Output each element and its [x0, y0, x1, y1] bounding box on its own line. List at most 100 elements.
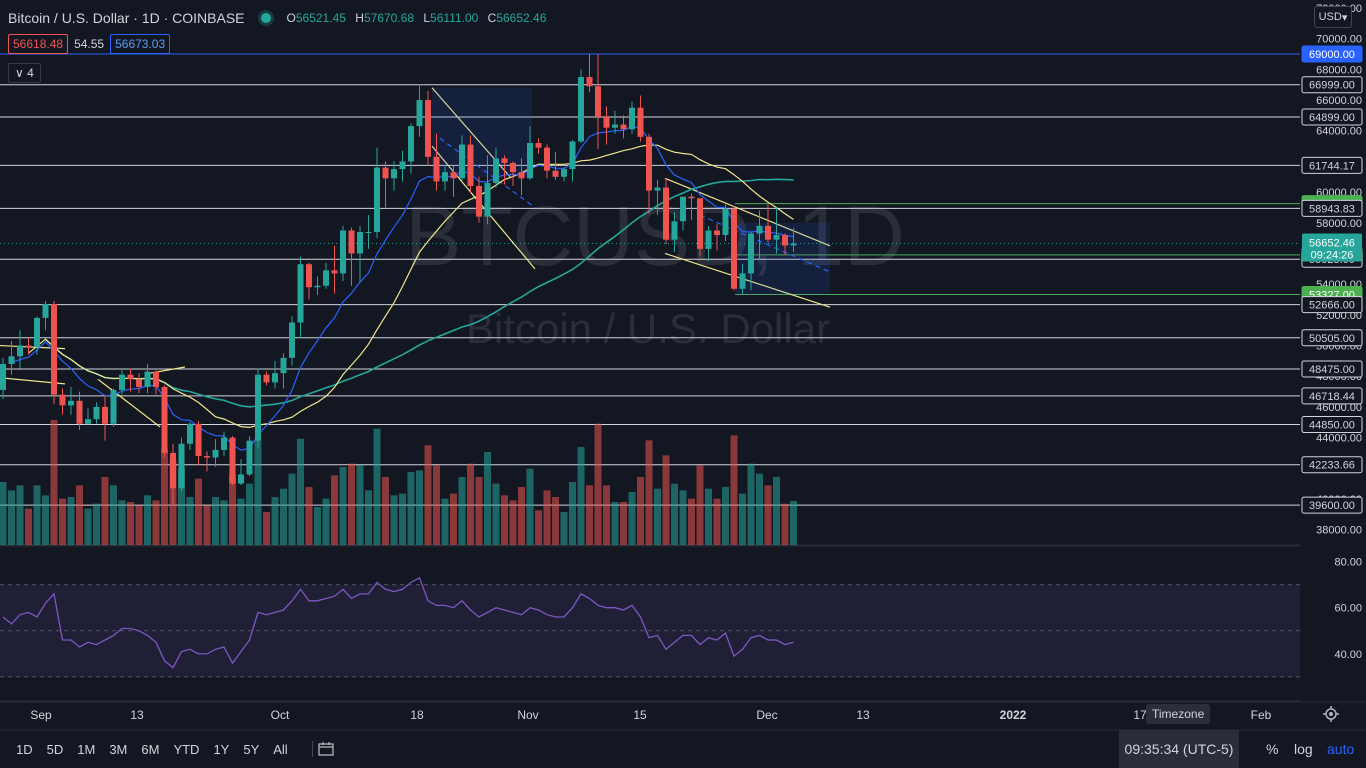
candle-body — [0, 363, 6, 391]
candle-body — [425, 100, 431, 157]
volume-bar — [16, 485, 24, 545]
volume-bar — [492, 483, 500, 545]
candle-body — [450, 172, 457, 179]
volume-bar — [501, 495, 508, 545]
current-price-label: 56652.46 — [1309, 237, 1355, 249]
volume-bar — [288, 473, 296, 545]
candle-body — [17, 345, 23, 357]
volume-bar — [722, 487, 729, 545]
candle-body — [238, 474, 244, 484]
chevron-down-icon: ▾ — [1341, 11, 1348, 24]
rsi-tick-label: 40.00 — [1334, 649, 1362, 661]
time-tick-label: 17 — [1133, 708, 1147, 722]
volume-bar — [535, 510, 542, 545]
level-price-label: 69000.00 — [1309, 49, 1355, 61]
indicators-toggle[interactable]: ∨ 4 — [8, 63, 41, 83]
horizontal-levels — [0, 53, 1300, 506]
candle-body — [297, 264, 304, 323]
volume-bar — [441, 498, 449, 545]
range-3m[interactable]: 3M — [109, 741, 128, 757]
volume-bar — [76, 485, 83, 545]
volume-bar — [33, 485, 41, 545]
level-price-box — [1301, 456, 1363, 474]
timezone-clock[interactable]: 09:35:34 (UTC-5) — [1119, 730, 1239, 768]
range-1m[interactable]: 1M — [77, 741, 96, 757]
level-price-label: 39600.00 — [1309, 500, 1355, 512]
candle-body — [314, 285, 321, 288]
range-5y[interactable]: 5Y — [243, 741, 260, 757]
volume-bar — [747, 463, 755, 545]
volume-bar — [594, 423, 602, 545]
currency-selector[interactable]: USD ▾ — [1314, 6, 1352, 28]
candle-body — [229, 437, 236, 484]
volume-bar — [84, 508, 92, 545]
range-1y[interactable]: 1Y — [213, 741, 230, 757]
symbol-header[interactable]: Bitcoin / U.S. Dollar · 1D · COINBASE O5… — [8, 8, 552, 28]
candle-body — [569, 141, 576, 170]
spread-value: 54.55 — [74, 37, 105, 51]
price-tick-label: 70000.00 — [1316, 34, 1362, 46]
candle-body — [280, 357, 287, 374]
sell-price-button[interactable]: 56618.48 — [8, 34, 69, 54]
candle-body — [654, 187, 661, 191]
volume-bar — [475, 477, 483, 545]
volume-bar — [8, 490, 15, 545]
volume-bar — [458, 477, 466, 545]
candle-body — [544, 147, 550, 171]
range-all[interactable]: All — [273, 741, 288, 757]
candle-body — [59, 394, 66, 406]
volume-bar — [569, 482, 576, 545]
candle-body — [790, 243, 797, 246]
open-value: 56521.45 — [295, 11, 346, 25]
level-price-box — [1301, 45, 1363, 63]
volume-bars — [0, 420, 797, 545]
level-price-label: 48475.00 — [1309, 364, 1355, 376]
candle-body — [782, 235, 788, 246]
volume-bar — [543, 490, 551, 545]
auto-scale-toggle[interactable]: auto — [1327, 741, 1355, 757]
settings-gear-icon[interactable] — [1322, 705, 1340, 723]
log-scale-toggle[interactable]: log — [1294, 741, 1313, 757]
volume-bar — [688, 498, 695, 545]
time-tick-label: Nov — [517, 708, 538, 722]
candle-body — [289, 322, 295, 358]
buy-price-button[interactable]: 56673.03 — [110, 34, 171, 54]
ohlc-values: O56521.45 H57670.68 L56111.00 C56652.46 — [286, 11, 547, 25]
volume-bar — [654, 488, 661, 545]
price-axis[interactable]: 72000.0070000.0068000.0066000.0064000.00… — [1300, 0, 1366, 730]
volume-bar — [195, 478, 202, 545]
range-ytd[interactable]: YTD — [173, 741, 200, 757]
bid-ask-row: 56618.48 54.55 56673.03 — [8, 34, 171, 54]
candle-body — [408, 126, 414, 162]
level-price-box — [1301, 360, 1363, 378]
volume-bar — [730, 435, 738, 545]
volume-bar — [127, 502, 134, 545]
volume-bar — [628, 492, 636, 545]
candle-body — [144, 371, 151, 387]
candle-body — [671, 221, 678, 240]
percent-scale-toggle[interactable]: % — [1266, 741, 1279, 757]
volume-bar — [433, 465, 440, 545]
candle-body — [586, 77, 593, 87]
candle-body — [42, 304, 49, 318]
range-1d[interactable]: 1D — [16, 741, 33, 757]
candle-body — [416, 100, 423, 127]
volume-bar — [110, 485, 117, 545]
calendar-goto-icon[interactable] — [318, 741, 336, 757]
volume-bar — [237, 498, 245, 545]
symbol-title[interactable]: Bitcoin / U.S. Dollar · 1D · COINBASE — [8, 10, 245, 26]
candle-body — [34, 317, 40, 348]
volume-bar — [25, 508, 32, 545]
volume-bar — [518, 487, 525, 545]
volume-bar — [416, 470, 423, 545]
candle-body — [212, 449, 219, 458]
range-5d[interactable]: 5D — [46, 741, 64, 757]
volume-bar — [611, 502, 619, 545]
volume-bar — [356, 465, 364, 545]
candlesticks — [0, 54, 797, 506]
close-value: 56652.46 — [496, 11, 547, 25]
candle-body — [119, 374, 125, 391]
range-6m[interactable]: 6M — [141, 741, 160, 757]
candle-body — [476, 185, 482, 217]
